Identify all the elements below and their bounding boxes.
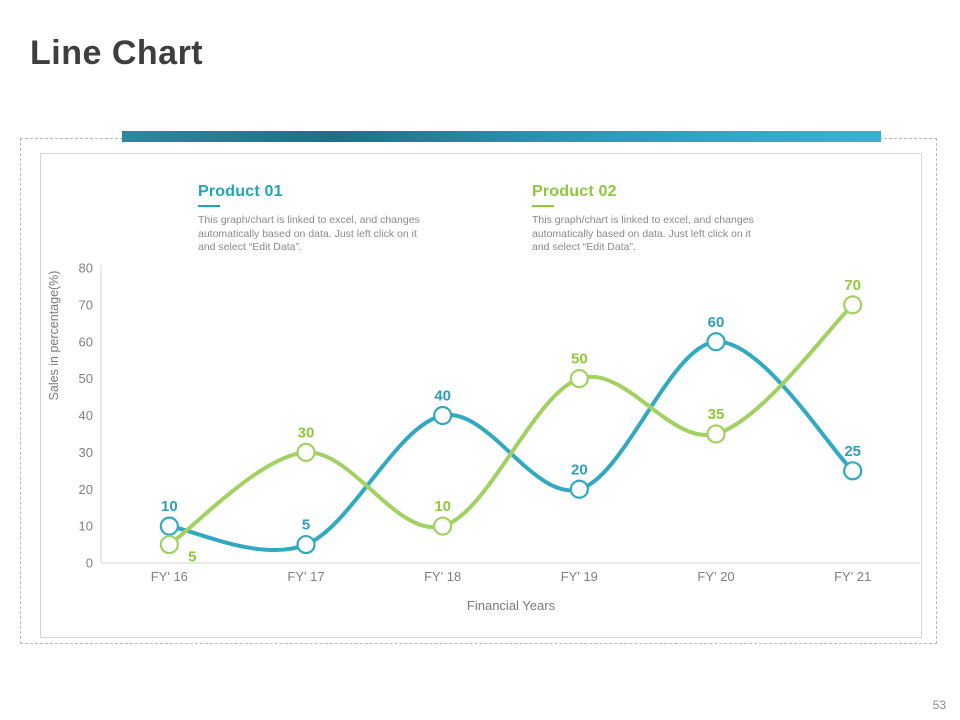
data-point-label: 70 [844,277,861,294]
y-tick-label: 10 [79,519,93,534]
x-axis-title: Financial Years [467,598,556,613]
data-point-marker [296,442,316,462]
page-number: 53 [932,698,946,712]
data-point-marker [433,405,453,426]
x-tick-label: FY' 20 [697,569,734,584]
legend-product-02: Product 02 This graph/chart is linked to… [532,183,802,255]
data-point-marker [159,516,179,536]
data-point-marker [569,479,589,499]
line-chart[interactable]: 0 10 20 30 40 50 60 70 80 FY' 16 FY' 17 FY' 18 FY' 1… [41,154,921,637]
legend-product-01: Product 01 This graph/chart is linked to… [198,183,468,255]
data-point-label: 10 [434,498,451,515]
series-points-1: 10 5 40 20 60 25 [159,314,863,555]
data-point-label: 20 [571,461,588,478]
legend-description-product-02: This graph/chart is linked to excel, and… [532,214,754,253]
data-point-marker [706,424,726,444]
legend-title-product-01: Product 01 [198,183,283,200]
y-tick-label: 50 [79,371,93,386]
data-point-label: 60 [708,314,725,331]
data-point-label: 40 [434,388,451,405]
axes: 0 10 20 30 40 50 60 70 80 FY' 16 FY' 17 FY' 18 FY' 1… [47,261,920,613]
series-points-2: 5 30 10 50 35 70 [159,277,863,566]
data-point-marker [843,295,863,315]
x-tick-label: FY' 19 [561,569,598,584]
series-line-1 [167,339,855,553]
data-point-marker [159,534,179,555]
data-point-marker [433,516,453,536]
legend-description-product-01: This graph/chart is linked to excel, and… [198,214,420,253]
x-tick-label: FY' 21 [834,569,871,584]
legend-underline-product-02 [532,205,554,207]
legend-underline-product-01 [198,205,220,207]
y-tick-label: 30 [79,445,93,460]
data-point-marker [843,461,863,481]
legend-title-product-02: Product 02 [532,183,617,200]
data-point-marker [296,534,316,555]
x-tick-label: FY' 17 [287,569,324,584]
accent-bar [122,131,881,142]
series-line-2 [167,302,855,547]
y-tick-label: 40 [79,408,93,423]
data-point-label: 35 [708,406,725,423]
data-point-label: 30 [298,424,315,441]
page-title: Line Chart [30,34,204,72]
data-point-marker [706,332,726,352]
data-point-label: 50 [571,351,588,368]
y-tick-label: 0 [86,556,93,571]
y-tick-label: 80 [79,261,93,276]
y-tick-label: 20 [79,482,93,497]
content-frame: Product 01 This graph/chart is linked to… [20,138,937,644]
x-tick-label: FY' 16 [151,569,188,584]
data-point-label: 10 [161,498,178,515]
data-point-label: 5 [188,549,196,566]
chart-container: Product 01 This graph/chart is linked to… [40,153,922,638]
y-axis-title: Sales in percentage(%) [47,271,61,401]
y-tick-label: 70 [79,297,93,312]
x-tick-label: FY' 18 [424,569,461,584]
y-tick-label: 60 [79,334,93,349]
data-point-label: 5 [302,517,310,534]
data-point-label: 25 [844,443,861,460]
data-point-marker [569,369,589,389]
